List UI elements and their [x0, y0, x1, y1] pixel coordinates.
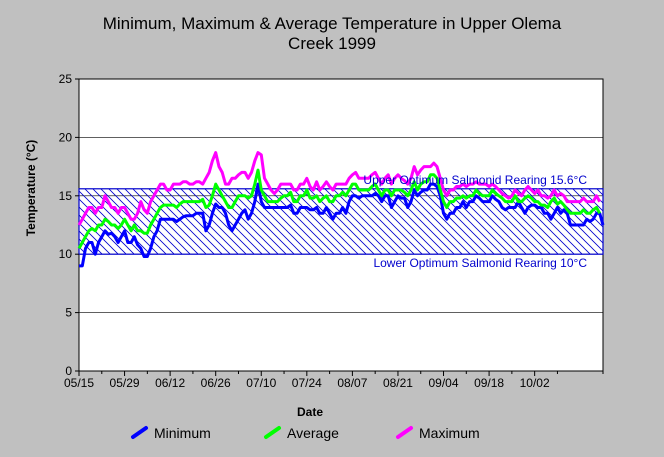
y-tick-label: 25	[59, 72, 73, 86]
x-tick-label: 06/12	[155, 376, 185, 390]
legend-swatch-minimum	[131, 426, 148, 439]
x-tick-label: 09/04	[429, 376, 459, 390]
chart-title: Minimum, Maximum & Average Temperature i…	[102, 14, 562, 53]
legend-swatch-average	[264, 426, 281, 439]
y-tick-label: 20	[59, 130, 73, 144]
lower-band-label: Lower Optimum Salmonid Rearing 10°C	[373, 256, 587, 270]
series-group	[77, 151, 605, 268]
x-tick-label: 09/18	[474, 376, 504, 390]
x-tick-label: 08/07	[337, 376, 367, 390]
legend-label-average: Average	[287, 425, 339, 441]
y-tick-label: 5	[65, 306, 72, 320]
x-axis-title: Date	[297, 405, 323, 419]
x-tick-label: 05/15	[64, 376, 94, 390]
legend: Minimum Average Maximum	[131, 425, 480, 441]
y-axis-ticks: 0 5 10 15 20 25	[59, 72, 79, 378]
x-tick-label: 08/21	[383, 376, 413, 390]
x-tick-label: 07/24	[292, 376, 322, 390]
y-tick-label: 0	[65, 364, 72, 378]
x-tick-label: 05/29	[110, 376, 140, 390]
x-tick-label: 06/26	[201, 376, 231, 390]
x-axis-ticks: 05/15 05/29 06/12 06/26 07/10 07/24 08/07 08/21…	[64, 371, 604, 390]
y-tick-label: 10	[59, 247, 73, 261]
x-tick-label: 07/10	[246, 376, 276, 390]
y-tick-label: 15	[59, 189, 73, 203]
y-axis-title: Temperature (°C)	[24, 140, 38, 237]
upper-band-label: Upper Optimum Salmonid Rearing 15.6°C	[363, 173, 587, 187]
series-line-minimum	[79, 182, 605, 268]
legend-swatch-maximum	[396, 426, 413, 439]
legend-label-maximum: Maximum	[419, 425, 480, 441]
x-tick-label: 10/02	[520, 376, 550, 390]
series-line-maximum	[77, 151, 602, 226]
legend-label-minimum: Minimum	[154, 425, 211, 441]
series-line-average	[77, 168, 602, 250]
